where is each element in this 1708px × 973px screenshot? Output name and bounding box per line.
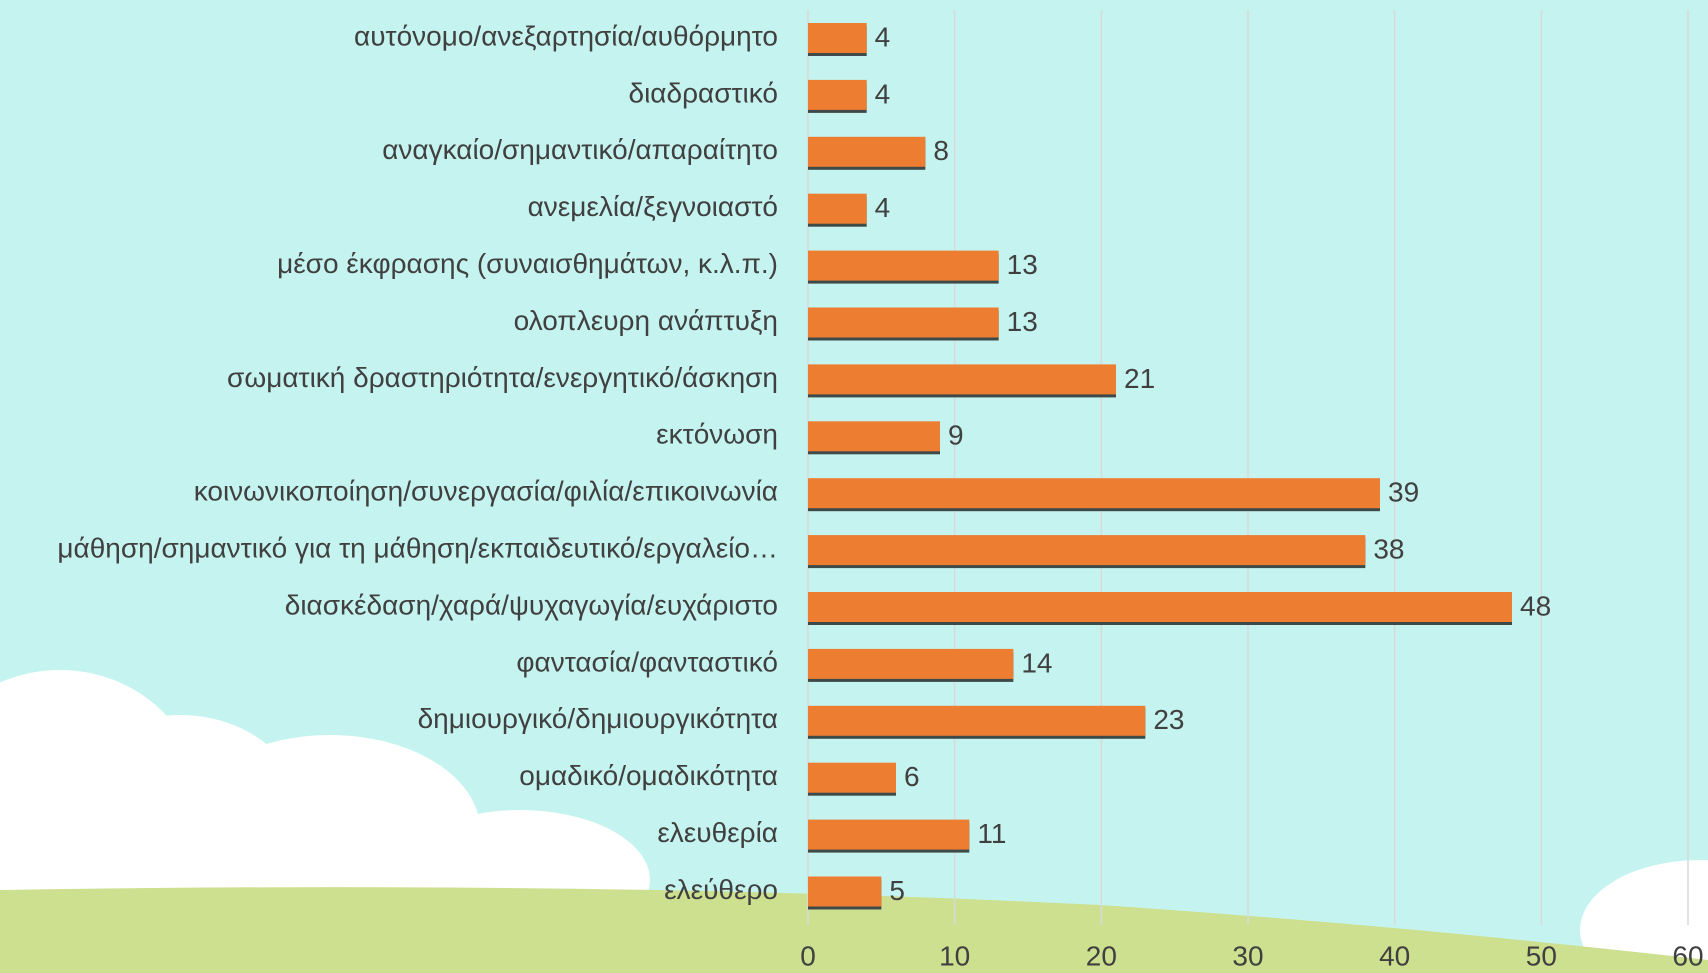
y-tick-label: αναγκαίο/σημαντικό/απαραίτητο bbox=[382, 134, 778, 165]
bar bbox=[808, 820, 969, 850]
bar bbox=[808, 308, 999, 338]
y-tick-label: διαδραστικό bbox=[629, 77, 779, 108]
x-tick-label: 10 bbox=[939, 940, 970, 971]
y-tick-label: ελεύθερο bbox=[664, 874, 778, 905]
bar bbox=[808, 23, 867, 53]
data-label: 13 bbox=[1007, 249, 1038, 280]
y-tick-label: μάθηση/σημαντικό για τη μάθηση/εκπαιδευτ… bbox=[57, 532, 778, 563]
data-label: 11 bbox=[977, 818, 1006, 849]
bar bbox=[808, 421, 940, 451]
data-label: 4 bbox=[875, 21, 891, 52]
data-label: 8 bbox=[933, 135, 949, 166]
x-tick-label: 40 bbox=[1379, 940, 1410, 971]
y-tick-label: ανεμελία/ξεγνοιαστό bbox=[528, 191, 778, 222]
y-tick-label: κοινωνικοποίηση/συνεργασία/φιλία/επικοιν… bbox=[194, 476, 778, 507]
bar bbox=[808, 80, 867, 110]
y-tick-label: φαντασία/φανταστικό bbox=[516, 646, 778, 677]
data-label: 9 bbox=[948, 420, 964, 451]
bar bbox=[808, 763, 896, 793]
y-tick-label: ολοπλευρη ανάπτυξη bbox=[514, 305, 778, 336]
y-tick-label: αυτόνομο/ανεξαρτησία/αυθόρμητο bbox=[354, 20, 778, 51]
data-label: 48 bbox=[1520, 590, 1551, 621]
bar bbox=[808, 364, 1116, 394]
y-tick-label: ομαδικό/ομαδικότητα bbox=[519, 760, 778, 791]
y-tick-label: διασκέδαση/χαρά/ψυχαγωγία/ευχάριστο bbox=[285, 589, 778, 620]
x-tick-label: 20 bbox=[1086, 940, 1117, 971]
bar bbox=[808, 877, 881, 907]
x-tick-label: 60 bbox=[1672, 940, 1703, 971]
y-tick-label: δημιουργικό/δημιουργικότητα bbox=[418, 703, 778, 734]
bar bbox=[808, 535, 1365, 565]
data-label: 39 bbox=[1388, 477, 1419, 508]
bar bbox=[808, 592, 1512, 622]
data-label: 6 bbox=[904, 761, 920, 792]
bar bbox=[808, 137, 925, 167]
data-label: 23 bbox=[1153, 704, 1184, 735]
data-label: 21 bbox=[1124, 363, 1155, 394]
chart: 0 10 20 30 40 50 60 αυτόνομο/ανεξαρτησία/αυθόρμ… bbox=[0, 0, 1708, 973]
data-label: 13 bbox=[1007, 306, 1038, 337]
y-tick-label: ελευθερία bbox=[657, 817, 778, 848]
bar bbox=[808, 649, 1013, 679]
x-tick-label: 30 bbox=[1232, 940, 1263, 971]
y-tick-label: σωματική δραστηριότητα/ενεργητικό/άσκηση bbox=[227, 362, 778, 393]
data-label: 4 bbox=[875, 192, 891, 223]
x-tick-label: 0 bbox=[800, 940, 816, 971]
bar bbox=[808, 706, 1145, 736]
data-label: 5 bbox=[889, 875, 905, 906]
data-label: 4 bbox=[875, 78, 891, 109]
data-label: 14 bbox=[1021, 647, 1052, 678]
bar bbox=[808, 194, 867, 224]
bar bbox=[808, 478, 1380, 508]
data-label: 38 bbox=[1373, 533, 1404, 564]
x-tick-label: 50 bbox=[1526, 940, 1557, 971]
y-tick-label: εκτόνωση bbox=[656, 419, 778, 450]
bar bbox=[808, 251, 999, 281]
y-tick-label: μέσο έκφρασης (συναισθημάτων, κ.λ.π.) bbox=[277, 248, 778, 279]
